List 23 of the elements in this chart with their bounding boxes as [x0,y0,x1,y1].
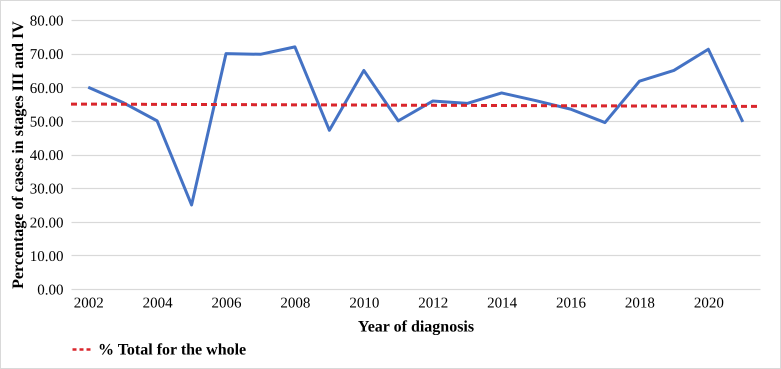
x-tick-label: 2016 [556,296,587,312]
y-tick-label: 30.00 [30,182,64,198]
x-tick-label: 2008 [280,296,310,312]
y-axis-title: Percentage of cases in stages III and IV [10,20,27,289]
legend-label: % Total for the whole [98,342,246,358]
y-tick-label: 0.00 [37,282,64,298]
y-tick-label: 10.00 [30,248,64,265]
x-tick-label: 2020 [694,296,724,312]
y-tick-label: 40.00 [30,148,64,164]
x-tick-label: 2012 [418,296,448,312]
x-tick-label: 2006 [212,296,242,312]
x-axis-title: Year of diagnosis [358,318,474,336]
y-tick-label: 70.00 [30,47,64,64]
x-tick-label: 2018 [624,296,655,312]
line-series [86,45,744,206]
y-tick-label: 20.00 [30,215,64,232]
y-tick-label: 50.00 [30,114,64,130]
x-tick-label: 2010 [349,296,380,312]
y-tick-label: 80.00 [30,14,64,30]
x-tick-label: 2014 [487,296,518,312]
x-tick-label: 2002 [74,296,104,312]
y-tick-label: 60.00 [30,80,64,97]
x-tick-label: 2004 [142,296,174,312]
